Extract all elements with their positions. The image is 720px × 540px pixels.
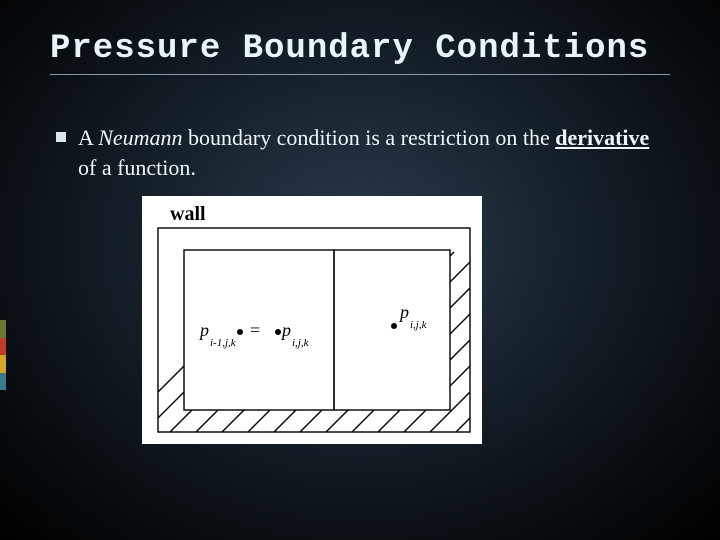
svg-text:i-1,j,k: i-1,j,k [210,337,237,349]
bullet-item: A Neumann boundary condition is a restri… [50,123,670,182]
page-title: Pressure Boundary Conditions [50,30,670,75]
diagram: wallpi-1,j,k=pi,j,kpi,j,k [142,196,482,444]
diagram-svg: wallpi-1,j,k=pi,j,kpi,j,k [142,196,482,444]
accent-seg-2 [0,338,6,356]
bullet-suffix: of a function. [78,155,196,180]
accent-seg-1 [0,320,6,338]
svg-text:p: p [198,320,209,340]
slide: Pressure Boundary Conditions A Neumann b… [0,0,720,540]
svg-text:p: p [398,302,409,322]
bullet-prefix: A [78,125,98,150]
bullet-italic: Neumann [98,125,182,150]
bullet-text: A Neumann boundary condition is a restri… [78,123,670,182]
svg-text:=: = [250,320,260,340]
bullet-bold: derivative [555,125,649,150]
accent-seg-3 [0,355,6,373]
left-accent-bar [0,320,6,390]
svg-text:i,j,k: i,j,k [292,337,310,349]
svg-text:p: p [280,320,291,340]
svg-text:wall: wall [170,203,206,225]
bullet-mid: boundary condition is a restriction on t… [183,125,556,150]
bullet-marker-icon [56,132,66,142]
svg-text:i,j,k: i,j,k [410,319,428,331]
accent-seg-4 [0,373,6,391]
